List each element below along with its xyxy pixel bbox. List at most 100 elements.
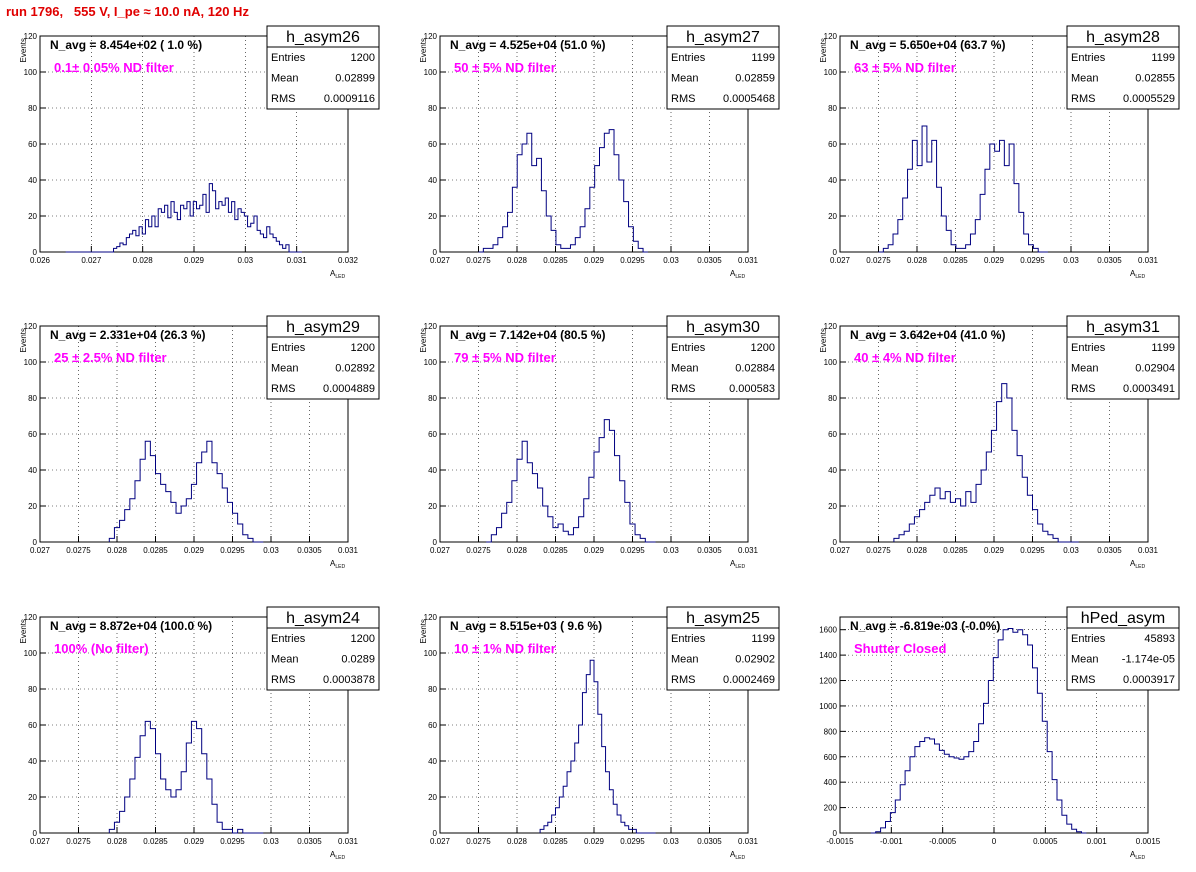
- x-tick-label: 0.03: [663, 256, 679, 265]
- x-tick-label: 0.031: [738, 546, 759, 555]
- x-tick-label: 0.0275: [866, 256, 891, 265]
- stats-value: 1199: [1151, 342, 1175, 354]
- y-tick-label: 0: [33, 538, 38, 547]
- filter-label: 50 ± 5% ND filter: [454, 60, 556, 75]
- stats-box: [666, 336, 780, 400]
- x-tick-label: 0.0295: [620, 546, 645, 555]
- x-tick-label: 0.0295: [1020, 546, 1045, 555]
- stats-key: RMS: [271, 93, 295, 105]
- x-tick-label: 0.029: [584, 837, 605, 846]
- histogram-line: [108, 720, 264, 834]
- stats-key: Mean: [671, 654, 699, 666]
- x-tick-label: 0.029: [984, 546, 1005, 555]
- n-avg-label: N_avg = 5.650e+04 (63.7 %): [850, 38, 1005, 52]
- x-tick-label: 0.0285: [143, 546, 168, 555]
- x-tick-label: 0.0305: [697, 256, 722, 265]
- x-axis-label: ALED: [1130, 850, 1145, 861]
- y-tick-label: 60: [428, 430, 437, 439]
- y-tick-label: 200: [824, 804, 838, 813]
- x-axis-label: ALED: [730, 850, 745, 861]
- x-tick-label: 0.027: [430, 546, 451, 555]
- histogram-name: h_asym31: [1086, 319, 1160, 336]
- x-tick-label: 0.0285: [543, 546, 568, 555]
- stats-key: Mean: [271, 73, 299, 85]
- stats-value: 0.02855: [1135, 73, 1175, 85]
- x-axis-label: ALED: [330, 559, 345, 570]
- stats-value: 0.0005529: [1123, 93, 1175, 105]
- y-tick-label: 0: [433, 829, 438, 838]
- x-axis-label: ALED: [330, 269, 345, 280]
- x-tick-label: 0.027: [81, 256, 102, 265]
- stats-key: RMS: [1071, 674, 1095, 686]
- stats-key: Entries: [1071, 342, 1106, 354]
- y-tick-label: 0: [833, 829, 838, 838]
- y-tick-label: 20: [28, 793, 37, 802]
- x-tick-label: 0.0295: [220, 837, 245, 846]
- y-tick-label: 400: [824, 778, 838, 787]
- y-tick-label: 60: [428, 721, 437, 730]
- y-tick-label: 100: [824, 358, 838, 367]
- histogram-line: [870, 627, 1087, 834]
- stats-value: 1200: [751, 342, 775, 354]
- x-tick-label: 0.03: [263, 546, 279, 555]
- x-tick-label: 0.027: [830, 256, 851, 265]
- y-tick-label: 40: [828, 466, 837, 475]
- y-tick-label: 20: [828, 502, 837, 511]
- stats-value: 0.0004889: [323, 383, 375, 395]
- histogram-name: h_asym28: [1086, 29, 1160, 46]
- stats-box: [266, 627, 380, 691]
- stats-key: Entries: [271, 52, 306, 64]
- x-tick-label: 0.027: [430, 256, 451, 265]
- histogram-name: h_asym24: [286, 610, 360, 627]
- y-tick-label: 60: [428, 140, 437, 149]
- stats-key: Entries: [671, 52, 706, 64]
- stats-key: Mean: [1071, 73, 1099, 85]
- n-avg-label: N_avg = 7.142e+04 (80.5 %): [450, 328, 605, 342]
- x-tick-label: 0.0275: [66, 837, 91, 846]
- stats-box: [666, 627, 780, 691]
- x-tick-label: 0.028: [133, 256, 154, 265]
- stats-value: 1200: [351, 633, 375, 645]
- stats-box: [1066, 627, 1180, 691]
- y-tick-label: 20: [428, 793, 437, 802]
- stats-key: Entries: [1071, 633, 1106, 645]
- x-tick-label: 0.027: [30, 837, 51, 846]
- y-axis-label: Events: [419, 328, 428, 352]
- y-tick-label: 0: [833, 248, 838, 257]
- page-title: run 1796, 555 V, I_pe ≈ 10.0 nA, 120 Hz: [6, 4, 249, 19]
- stats-key: RMS: [271, 383, 295, 395]
- x-tick-label: 0.0305: [1097, 256, 1122, 265]
- y-tick-label: 0: [833, 538, 838, 547]
- y-tick-label: 1400: [819, 651, 837, 660]
- n-avg-label: N_avg = 3.642e+04 (41.0 %): [850, 328, 1005, 342]
- x-tick-label: 0.027: [430, 837, 451, 846]
- x-tick-label: 0.028: [507, 256, 528, 265]
- x-tick-label: 0.0305: [297, 837, 322, 846]
- filter-label: 40 ± 4% ND filter: [854, 350, 956, 365]
- y-tick-label: 40: [28, 176, 37, 185]
- histogram-name: h_asym29: [286, 319, 360, 336]
- filter-label: 63 ± 5% ND filter: [854, 60, 956, 75]
- x-tick-label: 0.0295: [620, 837, 645, 846]
- x-tick-label: 0.0305: [297, 546, 322, 555]
- histogram-line: [878, 125, 1048, 253]
- stats-box: [666, 46, 780, 110]
- x-tick-label: 0.031: [1138, 546, 1159, 555]
- x-axis-label: ALED: [1130, 269, 1145, 280]
- x-tick-label: 0.03: [1063, 256, 1079, 265]
- y-tick-label: 800: [824, 727, 838, 736]
- filter-label: 0.1± 0.05% ND filter: [54, 60, 174, 75]
- x-tick-label: 0.031: [738, 256, 759, 265]
- x-tick-label: 0.0305: [1097, 546, 1122, 555]
- x-tick-label: 0.028: [507, 546, 528, 555]
- histogram-line: [478, 129, 648, 253]
- x-tick-label: 0.031: [738, 837, 759, 846]
- x-tick-label: 0.0285: [943, 546, 968, 555]
- x-tick-label: 0.03: [663, 837, 679, 846]
